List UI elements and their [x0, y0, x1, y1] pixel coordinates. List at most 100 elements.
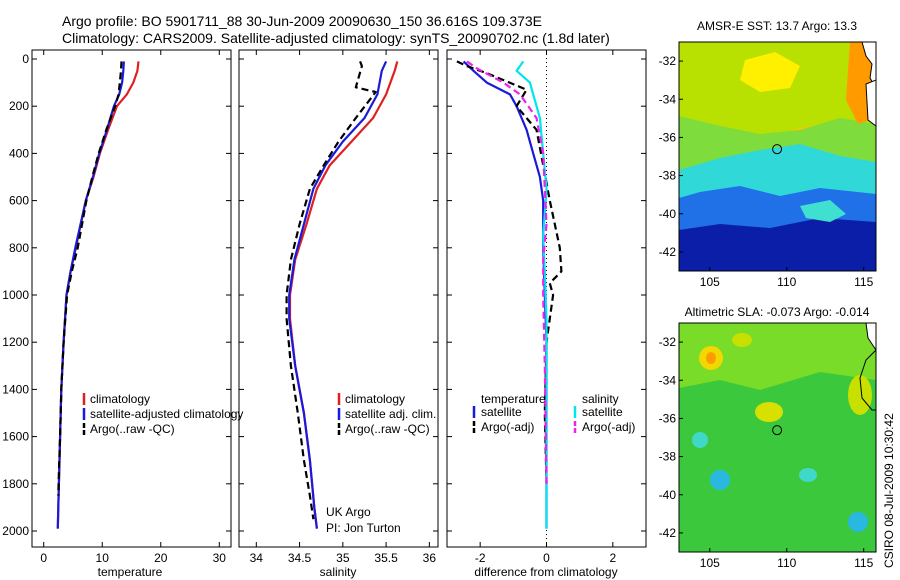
sst-cyan-patch — [800, 200, 846, 222]
map-y-tick-label: -34 — [659, 373, 677, 387]
sst-yellow-patch — [740, 52, 800, 92]
legend-label-sal-satellite: satellite — [582, 405, 623, 419]
sla-map-title: Altimetric SLA: -0.073 Argo: -0.014 — [685, 305, 870, 319]
legend-label-temp-argo: Argo(-adj) — [481, 420, 534, 434]
map-y-tick-label: -36 — [659, 130, 677, 144]
map-y-tick-label: -34 — [659, 92, 677, 106]
header-line-2: Climatology: CARS2009. Satellite-adjuste… — [62, 30, 610, 46]
sst-cold-band — [679, 218, 876, 271]
sst-land — [865, 79, 876, 127]
salinity-axes-box — [238, 49, 439, 548]
y-tick-label: 600 — [9, 194, 29, 208]
temperature-panel: 0 10 20 30 0 200 400 600 800 1000 1200 1400 1600 1800… — [2, 49, 243, 579]
sla-coast-contour — [859, 349, 876, 411]
sla-light-band — [679, 323, 876, 390]
sla-low-b — [710, 470, 730, 490]
sst-coastline — [861, 42, 876, 89]
sla-low-d — [799, 468, 817, 482]
x-tick-label: 0 — [40, 551, 47, 565]
map-x-tick-label: 110 — [777, 275, 796, 289]
legend-label-argo: Argo(..raw -QC) — [90, 422, 175, 436]
map-y-tick-label: -38 — [659, 169, 677, 183]
x-tick-label: 10 — [96, 551, 110, 565]
x-tick-label: 0 — [543, 551, 550, 565]
y-tick-label: 1000 — [2, 288, 29, 302]
temperature-xlabel: temperature — [98, 565, 163, 579]
header-line-1: Argo profile: BO 5901711_88 30-Jun-2009 … — [62, 13, 542, 29]
csiro-timestamp: CSIRO 08-Jul-2009 10:30:42 — [882, 413, 896, 568]
y-tick-label: 1800 — [2, 477, 29, 491]
sla-high-c — [732, 333, 752, 347]
difference-series-argo-adj--salinity — [466, 60, 548, 484]
sla-argo-marker — [772, 425, 783, 436]
map-y-tick-label: -40 — [659, 488, 677, 502]
temperature-series-climatology — [56, 61, 140, 529]
legend-label-climatology: climatology — [90, 392, 150, 406]
difference-xlabel: difference from climatology — [474, 565, 617, 579]
map-x-tick-label: 115 — [854, 275, 873, 289]
difference-panel: -2 0 2 difference from climatology tempera… — [446, 49, 647, 579]
temperature-axes-box — [31, 49, 232, 548]
x-tick-label: 36 — [423, 551, 437, 565]
legend-label-temp-satellite: satellite — [481, 405, 522, 419]
temperature-legend: climatology satellite-adjusted climatolo… — [82, 392, 243, 436]
sst-argo-marker — [772, 144, 783, 155]
sla-high-a-core — [706, 352, 716, 364]
map-y-tick-label: -40 — [659, 207, 677, 221]
y-tick-label: 2000 — [2, 524, 29, 538]
x-tick-label: 20 — [154, 551, 168, 565]
sla-high-d — [848, 375, 872, 415]
sst-warm-band — [679, 42, 876, 140]
map-x-tick-label: 115 — [854, 556, 873, 570]
salinity-legend: climatology satellite adj. clim. Argo(..… — [337, 392, 436, 436]
sla-high-b — [755, 402, 783, 422]
map-y-tick-label: -32 — [659, 335, 677, 349]
legend-label-sal-argo: Argo(-adj) — [582, 420, 635, 434]
map-x-tick-label: 110 — [777, 556, 796, 570]
x-tick-label: 34 — [250, 551, 264, 565]
y-tick-label: 0 — [22, 52, 29, 66]
sla-map-frame — [678, 322, 877, 553]
legend-label-argo: Argo(..raw -QC) — [345, 422, 430, 436]
sla-low-c — [848, 512, 868, 532]
sla-low-a — [692, 432, 708, 448]
sla-coastline — [865, 323, 876, 351]
map-y-tick-label: -32 — [659, 54, 677, 68]
x-tick-label: 30 — [213, 551, 227, 565]
sst-map-panel: AMSR-E SST: 13.7 Argo: 13.3 105 110 115 -32… — [659, 19, 877, 289]
x-tick-label: -2 — [475, 551, 486, 565]
temperature-series-satellite-adjusted-climatology — [56, 61, 125, 529]
legend-label-climatology: climatology — [345, 392, 405, 406]
x-tick-label: 35 — [336, 551, 350, 565]
legend-header-temperature: temperature — [481, 392, 546, 406]
y-tick-label: 200 — [9, 99, 29, 113]
map-y-tick-label: -38 — [659, 450, 677, 464]
map-y-tick-label: -42 — [659, 245, 677, 259]
y-tick-label: 800 — [9, 241, 29, 255]
salinity-series-climatology — [288, 61, 399, 529]
difference-series-satellite-temperature — [462, 60, 548, 529]
sst-map-title: AMSR-E SST: 13.7 Argo: 13.3 — [697, 19, 857, 33]
difference-legend: temperature salinity satellite Argo(-adj… — [472, 392, 635, 434]
map-x-tick-label: 105 — [700, 275, 720, 289]
difference-series-argo-adj--temperature — [456, 60, 563, 484]
salinity-xlabel: salinity — [320, 565, 357, 579]
salinity-series-satellite-adj-clim- — [288, 60, 388, 529]
y-tick-label: 1400 — [2, 382, 29, 396]
credit-pi: PI: Jon Turton — [326, 521, 401, 535]
y-tick-label: 400 — [9, 146, 29, 160]
sla-map-panel: Altimetric SLA: -0.073 Argo: -0.014 105 1… — [659, 305, 877, 570]
x-tick-label: 2 — [609, 551, 616, 565]
y-tick-label: 1200 — [2, 335, 29, 349]
x-tick-label: 35.5 — [374, 551, 398, 565]
legend-header-salinity: salinity — [582, 392, 619, 406]
y-tick-label: 1600 — [2, 430, 29, 444]
legend-label-satellite: satellite-adjusted climatology — [90, 407, 243, 421]
temperature-series-argo-raw-qc- — [57, 61, 123, 496]
salinity-series-argo-raw-qc- — [285, 61, 377, 520]
credit-org: UK Argo — [326, 505, 371, 519]
map-x-tick-label: 105 — [700, 556, 720, 570]
salinity-panel: 34 34.5 35 35.5 36 salinity climatology sate… — [238, 49, 439, 579]
legend-label-satellite: satellite adj. clim. — [345, 407, 436, 421]
